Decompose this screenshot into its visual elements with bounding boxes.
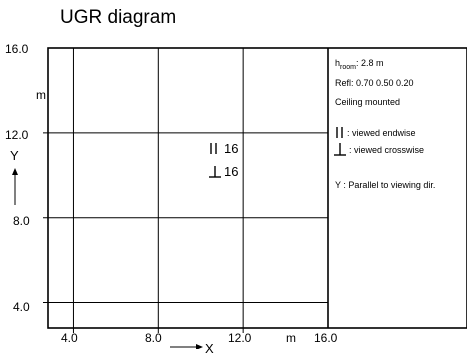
room-height-sub: room bbox=[340, 63, 356, 71]
y-tick-label: 8.0 bbox=[13, 214, 30, 228]
y-gridlines bbox=[43, 132, 328, 304]
legend-reflectances: Refl: 0.70 0.50 0.20 bbox=[335, 78, 414, 88]
y-unit-label: m bbox=[36, 88, 46, 102]
legend-parallel: Y : Parallel to viewing dir. bbox=[335, 180, 436, 190]
legend-crosswise-text: : viewed crosswise bbox=[349, 145, 425, 155]
y-axis-label: Y bbox=[10, 148, 19, 163]
ugr-crosswise-value: 16 bbox=[224, 164, 239, 179]
x-tick-label: 8.0 bbox=[145, 331, 162, 345]
plot-frame bbox=[47, 47, 467, 329]
y-tick-label: 12.0 bbox=[5, 128, 29, 142]
legend-endwise-text: : viewed endwise bbox=[347, 128, 416, 138]
y-arrow-head bbox=[12, 168, 18, 175]
x-gridlines bbox=[72, 48, 244, 333]
x-unit-label: m bbox=[286, 331, 296, 345]
x-tick-label: 12.0 bbox=[228, 331, 252, 345]
room-height-label: h bbox=[335, 58, 341, 68]
legend-room-height: hroom: 2.8 m bbox=[335, 58, 383, 71]
legend-mounting: Ceiling mounted bbox=[335, 97, 401, 107]
y-tick-label: 16.0 bbox=[5, 42, 29, 56]
x-arrow-head bbox=[196, 344, 203, 349]
room-height-value: : 2.8 m bbox=[355, 58, 384, 68]
chart-title: UGR diagram bbox=[60, 7, 177, 28]
x-tick-label: 16.0 bbox=[314, 331, 338, 345]
y-tick-label: 4.0 bbox=[13, 300, 30, 314]
ugr-endwise-value: 16 bbox=[224, 141, 239, 156]
x-tick-label: 4.0 bbox=[61, 331, 78, 345]
